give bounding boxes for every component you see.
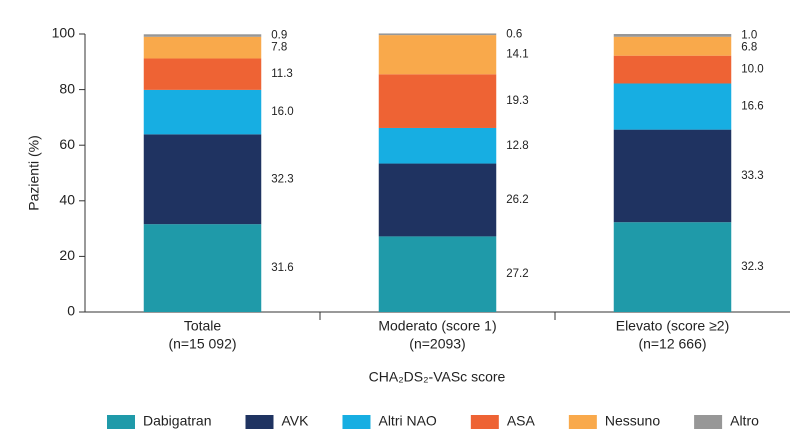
legend-swatch	[568, 415, 597, 429]
data-label: 1.0	[741, 29, 757, 41]
x-tick-label: Elevato (score ≥2)	[616, 318, 730, 334]
data-label: 26.2	[506, 194, 528, 206]
data-label: 12.8	[506, 140, 528, 152]
bar-segment	[613, 36, 732, 56]
bar-segment	[613, 55, 732, 84]
data-label: 0.6	[506, 28, 522, 40]
x-tick-label: (n=15 092)	[168, 336, 236, 352]
legend-label: Dabigatran	[143, 413, 212, 429]
bar-segment	[378, 33, 497, 36]
data-label: 19.3	[506, 95, 528, 107]
bar-segment	[613, 83, 732, 130]
data-label: 16.0	[271, 106, 293, 118]
bar-segment	[378, 163, 497, 237]
y-tick-label: 40	[59, 192, 75, 208]
data-label: 33.3	[741, 170, 763, 182]
data-label: 27.2	[506, 268, 528, 280]
legend-swatch	[245, 415, 274, 429]
legend-label: ASA	[507, 413, 536, 429]
data-label: 11.3	[271, 68, 293, 80]
x-axis-title: CHA₂DS₂-VASc score	[369, 369, 506, 385]
bar-segment	[378, 236, 497, 312]
bar-segment	[378, 127, 497, 164]
data-label: 32.3	[741, 261, 763, 273]
bar-segment	[378, 74, 497, 128]
data-label: 0.9	[271, 30, 287, 42]
bar-segment	[143, 134, 262, 225]
y-tick-label: 0	[67, 303, 75, 319]
data-label: 31.6	[271, 262, 293, 274]
legend-label: Altri NAO	[378, 413, 436, 429]
bar-segment	[613, 34, 732, 37]
y-axis-title: Pazienti (%)	[26, 135, 42, 210]
y-tick-label: 20	[59, 247, 75, 263]
x-tick-label: (n=2093)	[409, 336, 465, 352]
data-label: 32.3	[271, 173, 293, 185]
data-label: 7.8	[271, 42, 287, 54]
legend-swatch	[107, 415, 135, 429]
data-label: 10.0	[741, 64, 763, 76]
bar-segment	[378, 35, 497, 75]
data-label: 16.6	[741, 101, 763, 113]
legend-swatch	[694, 415, 723, 429]
x-tick-label: Totale	[184, 318, 222, 334]
legend-label: AVK	[282, 413, 310, 429]
bar-segment	[143, 58, 262, 90]
x-tick-label: Moderato (score 1)	[378, 318, 496, 334]
bar-segment	[143, 34, 262, 37]
legend-label: Nessuno	[605, 413, 660, 429]
bar-segment	[143, 89, 262, 135]
y-tick-label: 100	[52, 25, 76, 41]
bar-segment	[613, 222, 732, 312]
bar-segment	[143, 224, 262, 312]
y-tick-label: 60	[59, 136, 75, 152]
bar-segment	[613, 129, 732, 223]
data-label: 6.8	[741, 41, 757, 53]
legend-swatch	[470, 415, 499, 429]
bar-segment	[143, 36, 262, 59]
legend-swatch	[342, 415, 371, 429]
legend-label: Altro	[730, 413, 759, 429]
data-label: 14.1	[506, 49, 528, 61]
x-tick-label: (n=12 666)	[638, 336, 706, 352]
y-tick-label: 80	[59, 80, 75, 96]
